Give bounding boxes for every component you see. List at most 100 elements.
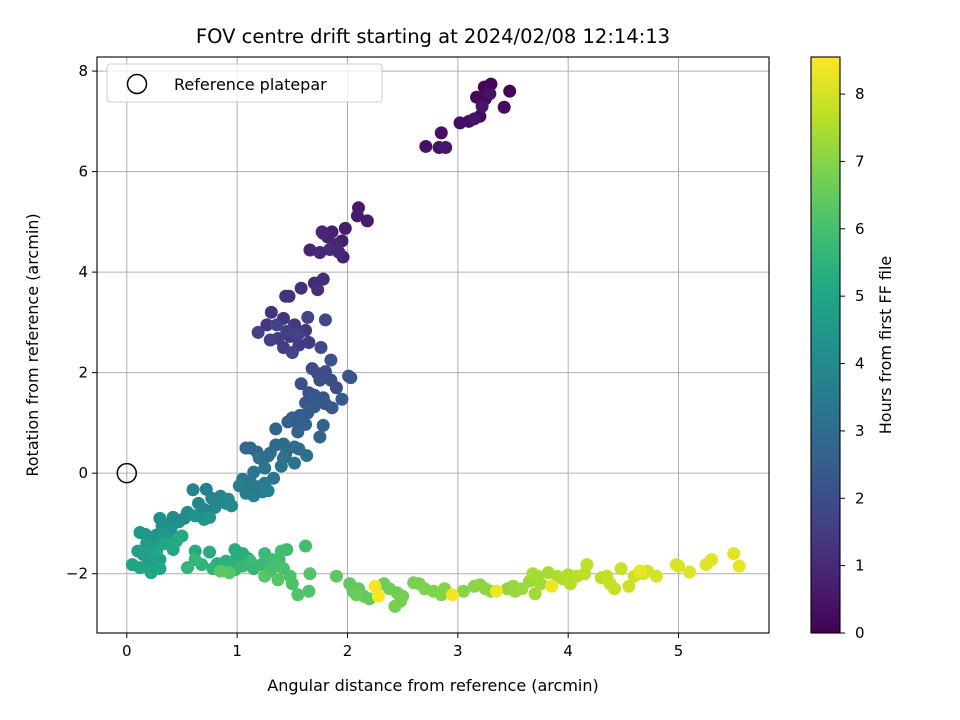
- colorbar-tick-label: 7: [855, 152, 865, 170]
- data-point: [313, 430, 327, 444]
- data-point: [439, 140, 453, 154]
- data-point: [303, 243, 317, 257]
- data-point: [475, 99, 489, 113]
- data-point: [324, 353, 338, 367]
- data-point: [302, 335, 316, 349]
- data-point: [274, 544, 288, 558]
- data-point: [180, 561, 194, 575]
- data-point: [316, 226, 330, 240]
- data-point: [316, 272, 330, 286]
- data-point: [349, 588, 363, 602]
- data-point: [483, 87, 497, 101]
- data-point: [186, 483, 200, 497]
- data-point: [261, 484, 275, 498]
- colorbar-gradient: [810, 56, 841, 634]
- colorbar-tick-label: 4: [855, 355, 865, 373]
- colorbar-ticks: 0 1 2 3 4 5 6 7 8: [840, 85, 865, 642]
- data-point: [314, 341, 328, 355]
- data-point: [453, 116, 467, 130]
- data-point: [608, 582, 622, 596]
- data-point: [264, 305, 278, 319]
- data-point: [528, 587, 542, 601]
- data-point: [335, 392, 349, 406]
- data-point: [526, 567, 540, 581]
- x-tick-label: 2: [343, 642, 353, 660]
- data-point: [456, 584, 470, 598]
- y-tick-label: 2: [78, 364, 88, 382]
- colorbar: 0 1 2 3 4 5 6 7 8 Hours from first FF file: [810, 56, 895, 642]
- data-point: [300, 449, 314, 463]
- data-point: [683, 565, 697, 579]
- data-point: [732, 559, 746, 573]
- data-point: [239, 441, 253, 455]
- data-point: [251, 325, 265, 339]
- data-point: [279, 289, 293, 303]
- data-point: [350, 209, 364, 223]
- reference-platepar-marker: [116, 462, 138, 484]
- x-axis-label: Angular distance from reference (arcmin): [267, 676, 598, 695]
- data-point: [580, 558, 594, 572]
- data-point: [150, 544, 164, 558]
- data-point: [274, 459, 288, 473]
- data-point: [133, 525, 147, 539]
- data-point: [313, 373, 327, 387]
- data-point: [285, 346, 299, 360]
- data-point: [208, 500, 222, 514]
- data-point: [294, 281, 308, 295]
- data-point: [153, 511, 167, 525]
- data-point: [434, 126, 448, 140]
- data-point: [291, 588, 305, 602]
- data-point: [203, 545, 217, 559]
- data-point: [672, 559, 686, 573]
- colorbar-tick-label: 8: [855, 85, 865, 103]
- data-point: [232, 479, 246, 493]
- y-tick-label: −2: [66, 565, 88, 583]
- data-point: [158, 537, 172, 551]
- data-point: [419, 139, 433, 153]
- colorbar-label: Hours from first FF file: [876, 256, 895, 435]
- x-tick-label: 1: [232, 642, 242, 660]
- data-point: [303, 567, 317, 581]
- legend: Reference platepar: [106, 63, 383, 103]
- plot-frame: [96, 56, 770, 634]
- data-point: [727, 547, 741, 561]
- x-tick-label: 4: [563, 642, 573, 660]
- colorbar-tick-label: 0: [855, 624, 865, 642]
- data-point: [368, 579, 382, 593]
- data-point: [622, 579, 636, 593]
- data-point: [294, 377, 308, 391]
- data-point: [156, 525, 170, 539]
- data-point: [276, 437, 290, 451]
- data-point: [302, 584, 316, 598]
- y-axis-ticks: −2 0 2 4 6 8: [66, 62, 97, 583]
- legend-label: Reference platepar: [174, 75, 327, 94]
- colorbar-tick-label: 6: [855, 220, 865, 238]
- x-axis-ticks: 0 1 2 3 4 5: [122, 633, 683, 660]
- data-point: [360, 214, 374, 228]
- data-point: [497, 100, 511, 114]
- data-point: [263, 333, 277, 347]
- data-point: [285, 577, 299, 591]
- data-point: [175, 529, 189, 543]
- data-point: [288, 456, 302, 470]
- data-point: [445, 588, 459, 602]
- data-point: [316, 418, 330, 432]
- data-point: [489, 584, 503, 598]
- y-tick-label: 8: [78, 62, 88, 80]
- y-tick-label: 6: [78, 163, 88, 181]
- colorbar-tick-label: 2: [855, 489, 865, 507]
- data-point: [188, 553, 202, 567]
- data-point: [318, 313, 332, 327]
- data-point: [614, 562, 628, 576]
- data-point: [371, 589, 385, 603]
- data-point: [329, 569, 343, 583]
- data-point: [243, 554, 257, 568]
- data-point: [133, 561, 147, 575]
- legend-box: [106, 63, 383, 103]
- data-point: [131, 544, 145, 558]
- colorbar-tick-label: 1: [855, 557, 865, 575]
- data-point: [705, 553, 719, 567]
- data-point: [649, 569, 663, 583]
- data-point: [329, 381, 343, 395]
